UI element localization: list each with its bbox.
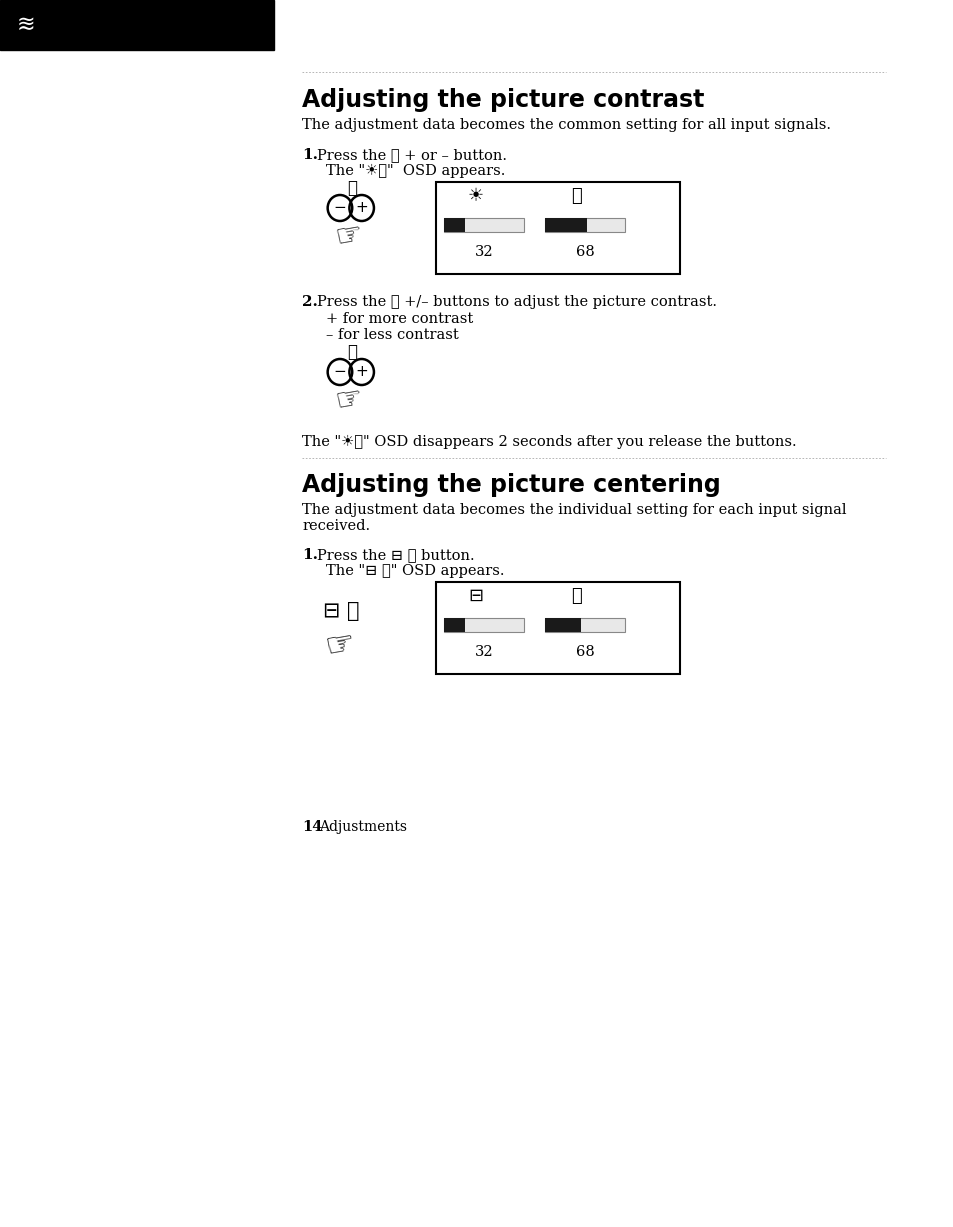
Bar — [0, 0, 274, 50]
Text: The "⊟ Ⓢ" OSD appears.: The "⊟ Ⓢ" OSD appears. — [325, 564, 504, 578]
Text: ☞: ☞ — [322, 626, 357, 664]
Bar — [544, 618, 580, 632]
Text: ⊟: ⊟ — [468, 587, 483, 605]
Bar — [443, 618, 465, 632]
Bar — [544, 218, 624, 232]
Text: ☀: ☀ — [467, 187, 483, 205]
Bar — [443, 218, 465, 232]
Text: 68: 68 — [575, 645, 594, 659]
Bar — [436, 582, 679, 674]
Text: ⓞ: ⓞ — [347, 344, 356, 361]
Text: The adjustment data becomes the common setting for all input signals.: The adjustment data becomes the common s… — [302, 118, 830, 133]
Text: received.: received. — [302, 519, 370, 533]
Text: 32: 32 — [475, 645, 493, 659]
Text: Press the ⊟ Ⓢ button.: Press the ⊟ Ⓢ button. — [317, 548, 475, 562]
Bar — [544, 218, 586, 232]
Text: ≋: ≋ — [17, 15, 35, 36]
Text: ☞: ☞ — [333, 220, 365, 253]
Text: 14: 14 — [302, 820, 322, 834]
Text: Adjusting the picture contrast: Adjusting the picture contrast — [302, 88, 704, 112]
Bar — [443, 618, 523, 632]
Bar — [436, 182, 679, 274]
Text: +: + — [355, 364, 368, 379]
Text: Adjusting the picture centering: Adjusting the picture centering — [302, 472, 720, 497]
Text: – for less contrast: – for less contrast — [325, 328, 458, 342]
Text: 1.: 1. — [302, 148, 318, 162]
Text: −: − — [334, 200, 346, 216]
Text: 2.: 2. — [302, 294, 317, 309]
Text: Ⓢ: Ⓢ — [347, 601, 359, 621]
Text: The "☀ⓞ" OSD disappears 2 seconds after you release the buttons.: The "☀ⓞ" OSD disappears 2 seconds after … — [302, 436, 796, 449]
Bar — [443, 218, 523, 232]
Text: + for more contrast: + for more contrast — [325, 312, 473, 326]
Text: Ⓢ: Ⓢ — [570, 587, 580, 605]
Bar — [544, 618, 624, 632]
Text: Press the ⓞ +/– buttons to adjust the picture contrast.: Press the ⓞ +/– buttons to adjust the pi… — [317, 294, 717, 309]
Text: −: − — [334, 364, 346, 379]
Text: Press the ⓞ + or – button.: Press the ⓞ + or – button. — [317, 148, 507, 162]
Text: ☞: ☞ — [333, 383, 365, 417]
Text: +: + — [355, 200, 368, 216]
Text: Adjustments: Adjustments — [319, 820, 407, 834]
Text: The "☀ⓞ"  OSD appears.: The "☀ⓞ" OSD appears. — [325, 164, 505, 178]
Text: ⓞ: ⓞ — [570, 187, 580, 205]
Text: 68: 68 — [575, 245, 594, 259]
Text: The adjustment data becomes the individual setting for each input signal: The adjustment data becomes the individu… — [302, 503, 845, 517]
Text: ⓞ: ⓞ — [347, 179, 356, 198]
Text: 1.: 1. — [302, 548, 318, 562]
Text: ⊟: ⊟ — [321, 601, 339, 621]
Text: 32: 32 — [475, 245, 493, 259]
